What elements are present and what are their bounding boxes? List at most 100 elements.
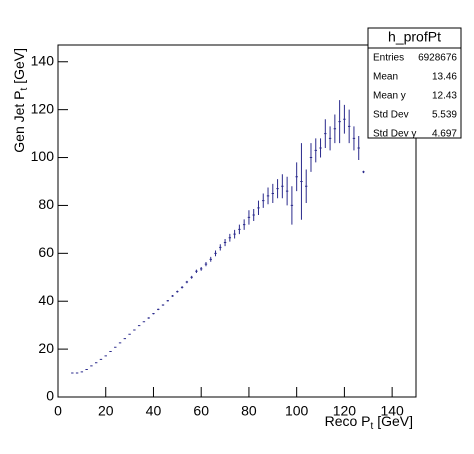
error-bar-point bbox=[152, 312, 155, 315]
stats-label: Std Dev y bbox=[373, 129, 416, 140]
x-tick-label: 0 bbox=[54, 403, 62, 419]
error-bar-point bbox=[290, 186, 294, 225]
error-bar-point bbox=[166, 300, 169, 302]
error-bar-point bbox=[223, 238, 227, 247]
error-bar-point bbox=[99, 358, 103, 360]
x-axis-title-sub: t bbox=[371, 421, 374, 432]
stats-title: h_profPt bbox=[388, 29, 441, 45]
y-axis-title-main: Gen Jet P bbox=[11, 90, 27, 152]
error-bar-point bbox=[300, 143, 303, 220]
stats-label: Mean y bbox=[373, 91, 406, 102]
error-bar-point bbox=[147, 317, 150, 319]
error-bar-point bbox=[242, 219, 246, 230]
y-tick-label: 40 bbox=[38, 292, 54, 308]
error-bar-point bbox=[128, 333, 131, 335]
error-bar-point bbox=[314, 138, 317, 163]
error-bar-point bbox=[133, 329, 136, 331]
error-bar-point bbox=[285, 176, 289, 206]
error-bar-point bbox=[262, 193, 265, 208]
error-bar-point bbox=[200, 266, 203, 271]
error-bar-point bbox=[90, 365, 93, 367]
error-bar-point bbox=[219, 244, 222, 251]
stats-frame bbox=[367, 27, 462, 139]
y-tick-label: 0 bbox=[46, 388, 54, 404]
error-bar-point bbox=[228, 233, 232, 242]
x-tick-label: 40 bbox=[146, 403, 162, 419]
error-bar-point bbox=[123, 338, 127, 340]
error-bar-point bbox=[362, 170, 365, 174]
error-bar-point bbox=[238, 224, 241, 235]
error-bar-point bbox=[271, 183, 274, 204]
y-tick-label: 100 bbox=[31, 148, 55, 164]
stats-label: Entries bbox=[373, 53, 404, 64]
x-tick-label: 20 bbox=[98, 403, 114, 419]
error-bar-point bbox=[142, 321, 146, 323]
error-bar-point bbox=[85, 368, 88, 370]
y-tick-label: 60 bbox=[38, 244, 54, 260]
error-bar-point bbox=[338, 100, 341, 144]
error-bar-point bbox=[80, 371, 84, 373]
error-bar-point bbox=[209, 256, 212, 262]
error-bar-point bbox=[180, 286, 184, 289]
error-bar-point bbox=[75, 372, 79, 374]
stats-label: Mean bbox=[373, 72, 398, 83]
error-bar-point bbox=[176, 290, 179, 293]
error-bar-point bbox=[305, 169, 308, 204]
y-axis-title: Gen Jet Pt [GeV] bbox=[11, 48, 30, 153]
y-axis-title-unit: [GeV] bbox=[11, 48, 27, 88]
x-tick-label: 80 bbox=[241, 403, 257, 419]
error-bar-point bbox=[333, 114, 337, 144]
error-bar-point bbox=[104, 355, 107, 357]
error-bar-point bbox=[319, 138, 322, 158]
error-bar-point bbox=[276, 179, 279, 199]
error-bar-point bbox=[343, 104, 346, 134]
x-axis-title: Reco Pt [GeV] bbox=[325, 413, 413, 432]
x-axis-title-unit: [GeV] bbox=[373, 413, 413, 429]
x-tick-label: 140 bbox=[380, 403, 404, 419]
error-bar-point bbox=[257, 200, 260, 216]
error-bar-point bbox=[161, 304, 165, 306]
error-bar-point bbox=[324, 119, 327, 148]
stats-value: 5.539 bbox=[432, 110, 457, 121]
stats-value: 13.46 bbox=[432, 72, 457, 83]
x-tick-label: 60 bbox=[193, 403, 209, 419]
x-axis-title-main: Reco P bbox=[325, 413, 371, 429]
error-bar-point bbox=[252, 209, 255, 221]
y-tick-label: 120 bbox=[31, 100, 55, 116]
error-bar-point bbox=[233, 229, 236, 239]
x-tick-label: 100 bbox=[285, 403, 309, 419]
error-bar-point bbox=[190, 275, 193, 279]
error-bar-point bbox=[185, 280, 189, 284]
y-tick-label: 20 bbox=[38, 340, 54, 356]
error-bar-point bbox=[109, 351, 112, 353]
error-bar-point bbox=[195, 269, 198, 273]
stats-value: 4.697 bbox=[432, 129, 457, 140]
x-tick-label: 120 bbox=[333, 403, 357, 419]
error-bar-point bbox=[114, 346, 117, 348]
error-bar-point bbox=[247, 210, 251, 225]
error-bar-point bbox=[295, 162, 298, 192]
stats-label: Std Dev bbox=[373, 110, 409, 121]
error-bar-point bbox=[157, 308, 160, 311]
plot-frame bbox=[57, 44, 417, 398]
error-bar-point bbox=[214, 250, 217, 257]
error-bar-point bbox=[118, 342, 122, 344]
stats-value: 6928676 bbox=[418, 53, 457, 64]
error-bar-point bbox=[347, 109, 351, 144]
error-bar-point bbox=[328, 126, 332, 151]
stats-box: h_profPt bbox=[367, 27, 462, 139]
error-bar-point bbox=[171, 294, 174, 297]
stats-value: 12.43 bbox=[432, 91, 457, 102]
error-bar-point bbox=[309, 143, 313, 172]
error-bar-point bbox=[204, 261, 208, 267]
y-tick-label: 140 bbox=[31, 52, 55, 68]
error-bar-point bbox=[352, 126, 356, 151]
error-bar-point bbox=[94, 362, 98, 364]
error-bar-point bbox=[137, 325, 141, 327]
error-bar-point bbox=[71, 372, 74, 374]
error-bar-point bbox=[266, 187, 270, 205]
error-bar-point bbox=[281, 174, 284, 199]
y-tick-label: 80 bbox=[38, 196, 54, 212]
error-bar-point bbox=[357, 135, 360, 160]
